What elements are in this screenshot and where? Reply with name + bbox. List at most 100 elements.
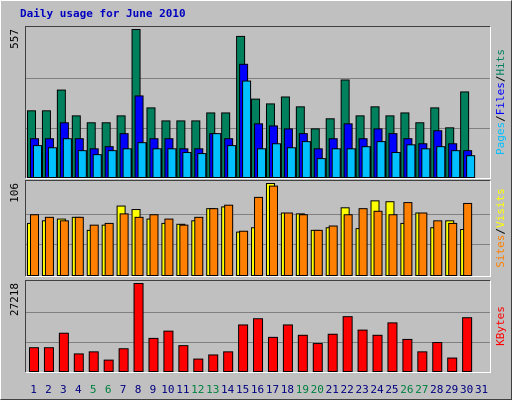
legend-entry: Pages bbox=[494, 122, 507, 155]
bar bbox=[387, 322, 398, 372]
bar bbox=[373, 210, 383, 277]
bar bbox=[376, 141, 386, 178]
x-tick-label: 2 bbox=[45, 383, 52, 396]
bar bbox=[372, 334, 383, 372]
bar bbox=[152, 148, 162, 178]
bar bbox=[432, 342, 443, 373]
bar bbox=[167, 148, 177, 178]
panel-edge bbox=[25, 26, 491, 179]
bar bbox=[298, 214, 308, 277]
x-tick-label: 19 bbox=[296, 383, 309, 396]
bar bbox=[148, 337, 159, 372]
bar bbox=[433, 220, 443, 276]
x-tick-label: 27 bbox=[415, 383, 428, 396]
x-tick-label: 25 bbox=[385, 383, 398, 396]
bar bbox=[122, 148, 132, 178]
bar bbox=[238, 324, 249, 372]
x-tick-label: 10 bbox=[161, 383, 174, 396]
bar bbox=[149, 214, 159, 277]
x-tick-label: 24 bbox=[370, 383, 384, 396]
x-tick-label: 21 bbox=[326, 383, 339, 396]
x-tick-label: 22 bbox=[341, 383, 354, 396]
bar bbox=[107, 150, 117, 178]
bar bbox=[312, 343, 323, 373]
bar bbox=[137, 142, 147, 178]
bar bbox=[418, 212, 428, 276]
bar bbox=[297, 334, 308, 372]
bar bbox=[417, 351, 428, 372]
y-max-label: 557 bbox=[8, 29, 21, 49]
x-tick-label: 9 bbox=[150, 383, 157, 396]
bar bbox=[357, 329, 368, 373]
bar bbox=[448, 222, 458, 276]
bar bbox=[179, 224, 189, 276]
bar bbox=[403, 202, 413, 277]
panel-edge bbox=[25, 280, 491, 373]
bar bbox=[30, 214, 39, 277]
bar bbox=[182, 152, 192, 179]
bar bbox=[193, 358, 204, 372]
bar bbox=[89, 224, 99, 276]
bar bbox=[343, 214, 353, 277]
bar bbox=[194, 216, 204, 277]
bar bbox=[224, 204, 234, 277]
bar bbox=[62, 138, 72, 179]
bar bbox=[208, 354, 219, 373]
bar bbox=[327, 333, 338, 372]
bar bbox=[331, 148, 341, 178]
x-tick-label: 18 bbox=[281, 383, 294, 396]
bar bbox=[227, 145, 237, 178]
legend-separator: / bbox=[494, 228, 507, 235]
bar bbox=[77, 150, 87, 178]
chart-title: Daily usage for June 2010 bbox=[20, 7, 186, 20]
bar bbox=[402, 338, 413, 372]
x-tick-label: 17 bbox=[266, 383, 279, 396]
legend-entry: Visits bbox=[494, 188, 507, 228]
panel-edge bbox=[25, 280, 491, 373]
bar bbox=[58, 332, 69, 372]
x-tick-label: 26 bbox=[400, 383, 413, 396]
bar bbox=[253, 318, 264, 373]
bar bbox=[466, 155, 476, 179]
bar bbox=[133, 283, 144, 372]
x-tick-label: 13 bbox=[206, 383, 219, 396]
bar bbox=[197, 153, 207, 179]
bar bbox=[316, 158, 326, 178]
bar bbox=[103, 359, 114, 372]
bar bbox=[313, 229, 323, 276]
x-tick-label: 1 bbox=[30, 383, 37, 396]
legend: Sites/Visits bbox=[494, 188, 507, 268]
x-tick-label: 7 bbox=[120, 383, 127, 396]
bar bbox=[119, 213, 129, 277]
legend-entry: KBytes bbox=[494, 306, 507, 346]
bar bbox=[257, 148, 267, 178]
bar bbox=[242, 80, 252, 178]
bar bbox=[267, 336, 278, 372]
bar bbox=[388, 214, 398, 277]
bar bbox=[239, 230, 249, 277]
x-tick-label: 23 bbox=[355, 383, 368, 396]
bar bbox=[212, 133, 222, 178]
bar bbox=[421, 148, 431, 178]
bar bbox=[59, 220, 69, 276]
bar bbox=[47, 147, 57, 178]
bar bbox=[164, 218, 174, 276]
legend: KBytes bbox=[494, 306, 507, 346]
x-tick-label: 4 bbox=[75, 383, 82, 396]
bar bbox=[92, 154, 102, 179]
bar bbox=[209, 208, 219, 276]
x-tick-label: 3 bbox=[60, 383, 67, 396]
bar bbox=[282, 324, 293, 372]
bar bbox=[43, 347, 54, 372]
bar bbox=[118, 348, 129, 372]
bar bbox=[223, 351, 234, 372]
bar bbox=[104, 222, 114, 276]
legend-entry: Hits bbox=[494, 49, 507, 76]
panel-edge bbox=[25, 180, 491, 277]
x-tick-label: 28 bbox=[430, 383, 443, 396]
bar bbox=[74, 216, 84, 277]
bar bbox=[301, 141, 311, 178]
